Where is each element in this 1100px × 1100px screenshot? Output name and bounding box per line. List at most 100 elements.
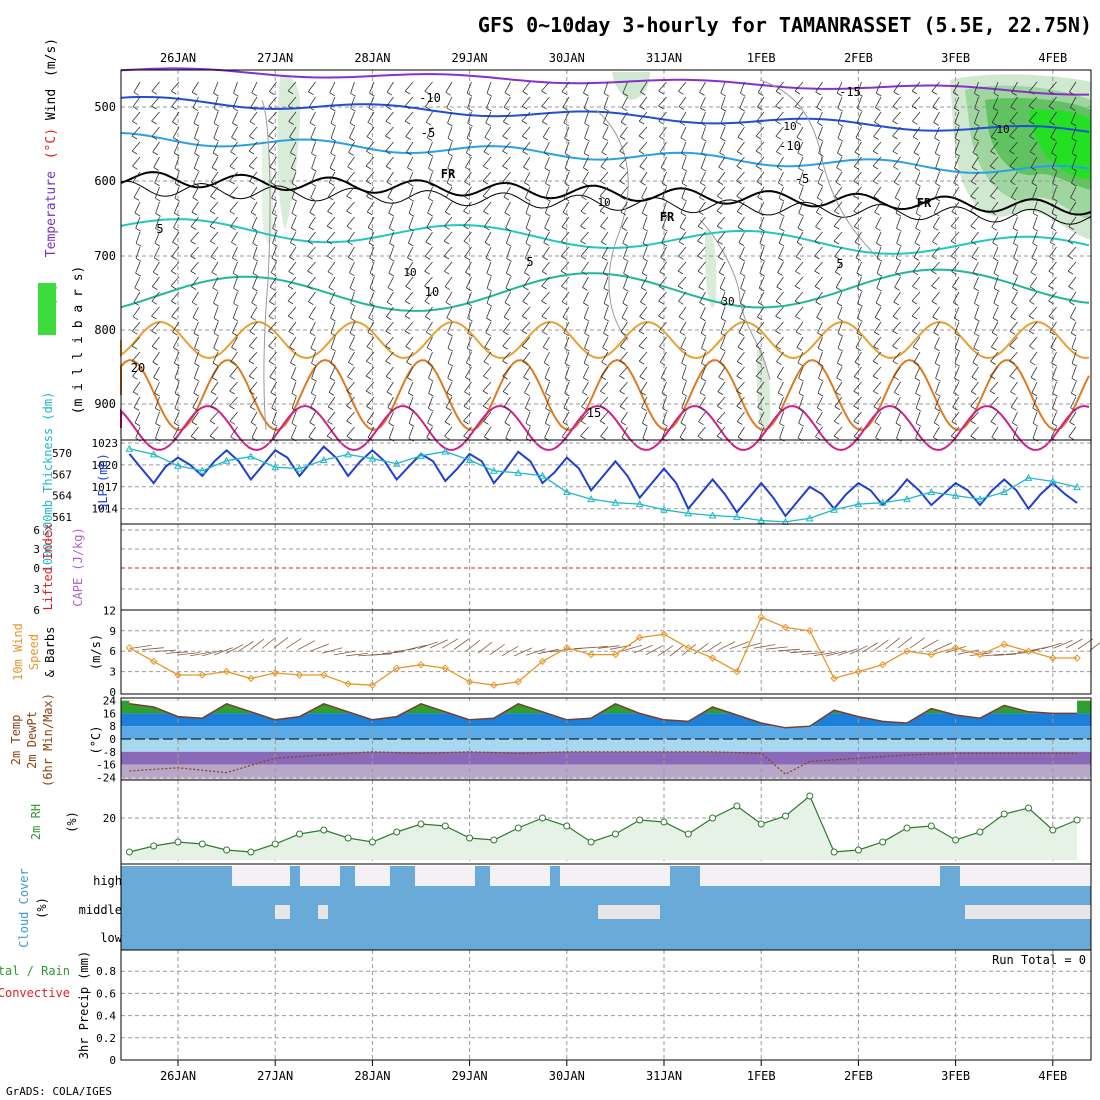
bottom-date-label: 2FEB [844,1069,873,1083]
thickness-point [805,514,814,522]
thickness-point [587,495,595,503]
rh2m-point [684,830,692,838]
precip-grid [121,950,1091,1060]
temp2m-lines [129,700,1078,775]
wind10m-unit: (m/s) [89,634,103,670]
wind10m-point [733,667,741,676]
wind10m-point [976,650,984,659]
thickness-point [344,450,352,458]
thickness-point [417,451,425,459]
contour-label: 10 [425,285,439,299]
slp-frame [120,439,1092,525]
slp-tick-label: 1017 [92,481,119,494]
cloud-cover-fill [121,866,1091,950]
rh2m-point [782,812,789,820]
top-date-axis: 26JAN 27JAN 28JAN 29JAN 30JAN 31JAN 1FEB 2FEB 3F… [160,51,1067,65]
slp-tick-label: 1014 [92,503,119,516]
top-date-label: 4FEB [1038,51,1067,65]
thickness-point [247,452,255,460]
rh2m-point [320,826,328,834]
rh-contour-label: 10 [403,266,416,279]
wind10m-point [538,657,547,666]
precip-convective-label: Convective [0,986,70,1000]
thickness-point [757,516,766,524]
temp2m-tick-label: 8 [109,720,116,733]
contour-label: 5 [156,222,163,236]
wind10m-point [927,650,936,659]
pressure-level-label: 600 [94,174,116,188]
rh2m-point [150,842,158,850]
lifted-index-tick-label: 6 [33,604,40,617]
wind-barbs [131,81,1078,442]
rh2m-point [466,834,474,842]
wind10m-tick-label: 0 [109,686,116,699]
wind10m-label-3: & Barbs [43,627,57,678]
rh2m-series-line [129,795,1078,853]
cloud-level-labels: high middle low [79,874,123,945]
cloud-gap-middle [965,905,1091,919]
rh2m-point [927,822,935,830]
temp2m-tick-label: 24 [103,695,117,708]
wind10m-point [878,661,887,669]
thickness-point [951,491,960,499]
precip-frame [120,949,1092,1061]
thickness-point [198,466,207,474]
top-date-label: 31JAN [646,51,682,65]
thickness-point [295,464,304,472]
thickness-point [684,509,693,517]
wind10m-point [271,669,279,677]
upper-air-ylabel: RH (%) Temperature (°C) Wind (m/s) [44,38,59,330]
wind10m-frame [120,609,1092,695]
wind10m-point [830,674,838,683]
precip-tick-label: 0.2 [96,1032,116,1045]
top-date-label: 30JAN [549,51,585,65]
rh2m-point [125,848,133,856]
millibars-label: (m i l l i b a r s) [71,266,86,415]
bottom-date-label: 27JAN [257,1069,293,1083]
contour-label: FR [917,196,932,210]
thickness-point [1024,473,1033,481]
top-date-label: 27JAN [257,51,293,65]
slp-series-line [128,445,1078,518]
pressure-level-ticks: 500 600 700 800 900 [94,100,116,411]
wind10m-point [149,657,158,666]
rh2m-point [514,824,522,832]
rh2m-point [806,792,814,800]
temp2m-grid [121,698,1091,780]
contour-label: -5 [421,126,435,140]
footer-credit: GrADS: COLA/IGES [6,1085,112,1098]
wind10m-point [247,674,255,683]
wind10m-tick-label: 9 [109,625,116,638]
bottom-date-label: 1FEB [747,1069,776,1083]
wind10m-point [392,664,401,672]
temp2m-ylabel: 2m Temp 2m DewPt (6hr Min/Max) [9,693,55,787]
top-date-label: 26JAN [160,51,196,65]
contour-minus5 [120,132,1090,174]
temp2m-tick-label: 16 [103,707,116,720]
rh2m-point [223,846,231,854]
cloud-unit-text: (%) [35,897,49,919]
rh2m-point [733,802,741,810]
wind-barb-field [131,81,1078,442]
temperature-band [121,726,1091,739]
rh-legend-swatch [38,283,56,335]
wind10m-point [125,644,134,652]
rh2m-point [198,840,206,848]
thickness-point [125,444,134,452]
rh2m-point [660,818,668,826]
rh2m-point [563,822,571,830]
wind10m-tick-label: 12 [103,604,116,617]
slp-tick-label: 1020 [92,459,119,472]
thickness-point [392,459,401,467]
wind10m-point [587,650,595,659]
wind10m-point [1073,654,1081,662]
contour-label: 15 [587,406,601,420]
wind10m-series-line [129,616,1078,686]
temp2m-tick-label: -24 [96,771,116,784]
contour-label: 5 [836,257,843,271]
rh2m-point [490,836,498,844]
rh-contour-label: 10 [783,120,796,133]
contour-freezing-1 [120,171,1092,216]
